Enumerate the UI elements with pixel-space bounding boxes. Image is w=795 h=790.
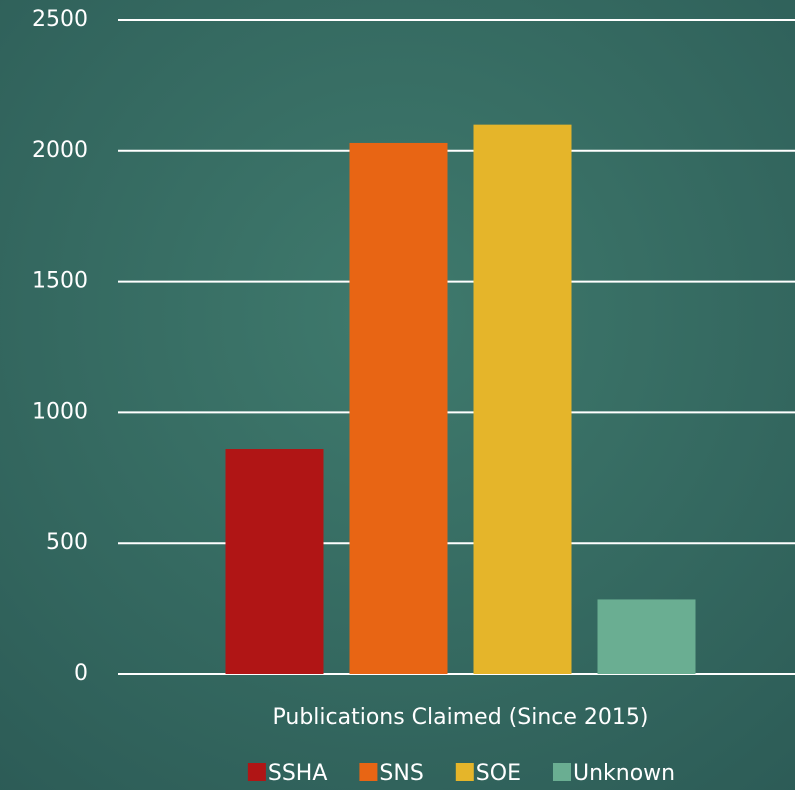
legend-label: SNS [379, 761, 423, 786]
bar [225, 449, 324, 674]
x-tick-label: Publications Claimed (Since 2015) [273, 705, 649, 730]
y-tick-label: 1000 [32, 399, 88, 424]
y-tick-label: 1500 [32, 269, 88, 294]
legend-label: Unknown [573, 761, 675, 786]
legend-swatch [247, 763, 266, 781]
y-tick-label: 500 [46, 530, 88, 555]
y-tick-label: 2500 [32, 7, 88, 32]
legend-swatch [455, 763, 474, 781]
y-tick-label: 0 [74, 661, 88, 686]
legend-label: SSHA [268, 761, 328, 786]
legend-label: SOE [476, 761, 521, 786]
legend-swatch [359, 763, 378, 781]
bar [473, 124, 572, 674]
bar [349, 142, 448, 674]
legend-swatch [552, 763, 571, 781]
y-tick-label: 2000 [32, 138, 88, 163]
bar [597, 599, 696, 674]
